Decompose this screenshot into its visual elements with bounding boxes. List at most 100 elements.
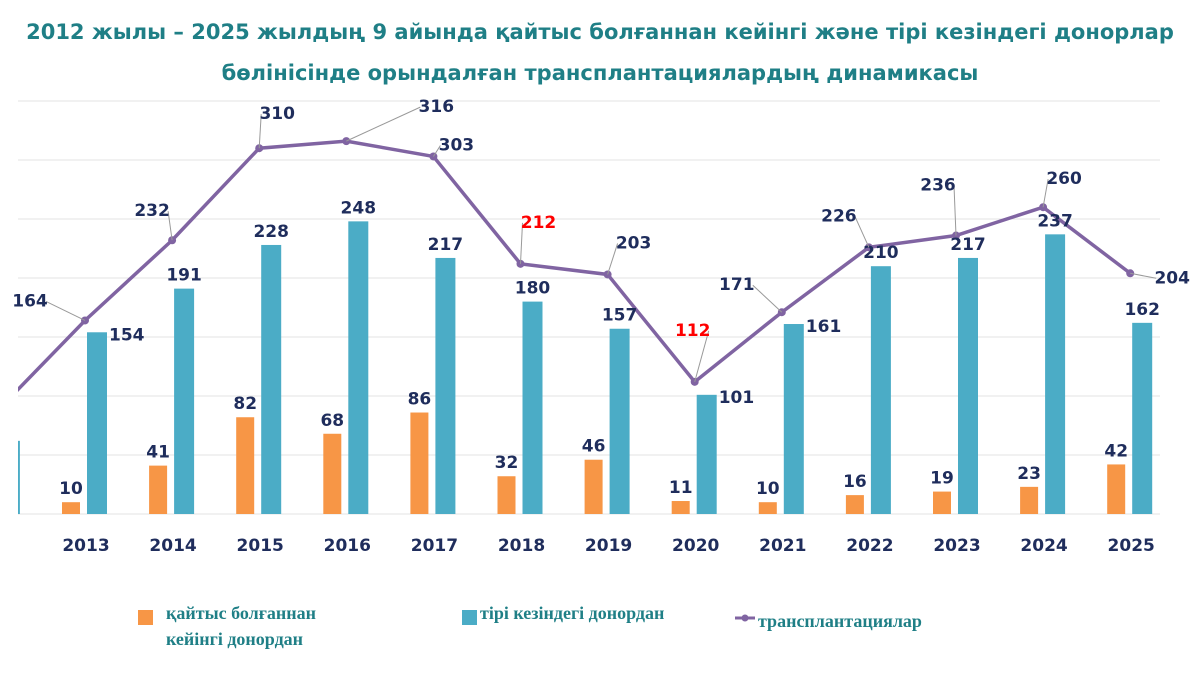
chart-plot: 10 154 2013 41 191 2014 82 228 2015 68 248 2016 86 21…	[12, 97, 1190, 556]
label-deceased: 86	[408, 390, 432, 410]
x-tick-label: 2014	[149, 536, 196, 556]
bar-living	[522, 301, 543, 514]
bar-living-partial	[18, 440, 20, 514]
label-deceased: 32	[495, 453, 519, 473]
label-living: 157	[602, 306, 638, 326]
chart-title-line1: 2012 жылы – 2025 жылдың 9 айында қайтыс …	[26, 20, 1174, 44]
label-transplantations: 226	[821, 206, 857, 226]
label-living: 217	[428, 235, 464, 255]
bar-living	[348, 221, 369, 515]
label-living: 101	[719, 388, 755, 408]
bar-deceased	[410, 412, 429, 514]
chart-title-line2: бөлінісінде орындалған трансплантациялар…	[221, 61, 979, 85]
label-deceased: 46	[582, 437, 606, 457]
x-tick-label: 2015	[237, 536, 284, 556]
x-tick-label: 2017	[411, 536, 458, 556]
x-tick-label: 2013	[62, 536, 109, 556]
x-tick-label: 2018	[498, 536, 545, 556]
bar-living	[1045, 234, 1066, 514]
label-living: 191	[166, 266, 202, 286]
leader-line	[432, 145, 441, 157]
bar-living	[87, 332, 107, 514]
bar-deceased	[933, 491, 951, 514]
label-deceased: 11	[669, 478, 693, 498]
label-transplantations: 212	[521, 213, 557, 233]
label-living: 162	[1124, 300, 1160, 320]
label-transplantations: 310	[259, 104, 295, 124]
label-transplantations: 260	[1046, 169, 1082, 189]
legend-deceased-line1: қайтыс болғаннан	[166, 603, 317, 623]
legend-swatch-deceased	[138, 610, 153, 625]
x-tick-label: 2023	[933, 536, 980, 556]
bar-deceased	[62, 502, 80, 514]
legend-deceased: қайтыс болғаннан кейінгі донордан	[166, 600, 316, 652]
label-deceased: 68	[320, 411, 344, 431]
bar-living	[783, 324, 804, 514]
bar-deceased	[584, 459, 603, 514]
leader-line	[694, 330, 710, 382]
bar-deceased	[1020, 486, 1039, 514]
x-tick-label: 2025	[1108, 536, 1155, 556]
x-tick-label: 2022	[846, 536, 893, 556]
bar-living	[870, 266, 891, 514]
label-transplantations: 236	[920, 176, 956, 196]
legend-deceased-line2: кейінгі донордан	[166, 629, 304, 649]
bar-deceased	[497, 476, 516, 514]
line-transplantations	[18, 139, 1132, 392]
label-deceased: 41	[146, 443, 170, 463]
bar-deceased	[149, 465, 168, 514]
label-transplantations: 203	[616, 233, 652, 253]
label-living: 217	[950, 235, 986, 255]
label-deceased: 10	[59, 479, 83, 499]
label-living: 154	[109, 325, 145, 345]
x-tick-label: 2019	[585, 536, 632, 556]
bar-living	[696, 394, 717, 514]
leader-line	[258, 114, 262, 149]
leader-line	[752, 284, 783, 313]
label-living: 161	[806, 317, 842, 337]
bar-living	[1132, 322, 1153, 514]
leader-line	[1042, 179, 1049, 208]
leader-line	[1130, 272, 1157, 279]
label-deceased: 10	[756, 479, 780, 499]
label-transplantations: 232	[134, 201, 170, 221]
label-transplantations: 316	[419, 97, 455, 117]
leader-line	[953, 185, 957, 236]
x-tick-label: 2020	[672, 536, 719, 556]
legend-total: трансплантациялар	[758, 611, 922, 631]
bar-living	[174, 288, 195, 514]
legend-swatch-living	[462, 610, 477, 625]
bar-living	[958, 257, 978, 514]
label-deceased: 16	[843, 472, 867, 492]
legend-line-icon	[735, 614, 755, 622]
leader-line	[854, 216, 870, 248]
bar-deceased	[323, 433, 342, 514]
bar-living	[261, 244, 282, 514]
label-deceased: 42	[1104, 441, 1128, 461]
label-transplantations: 112	[675, 321, 711, 341]
bar-deceased	[236, 417, 255, 514]
leader-line	[607, 243, 619, 275]
x-tick-label: 2021	[759, 536, 806, 556]
label-living: 228	[253, 222, 289, 242]
leader-line	[346, 106, 421, 142]
legend-living: тірі кезіндегі донордан	[480, 603, 665, 623]
label-living: 248	[341, 198, 377, 218]
label-living: 210	[863, 243, 899, 263]
label-deceased: 82	[233, 394, 257, 414]
bar-deceased	[758, 502, 777, 514]
label-transplantations: 171	[719, 275, 755, 295]
bar-deceased	[845, 495, 864, 514]
leader-line	[45, 301, 86, 321]
bar-deceased	[671, 501, 690, 514]
label-deceased: 23	[1017, 464, 1041, 484]
bar-deceased	[1107, 464, 1126, 514]
label-transplantations: 303	[439, 135, 475, 155]
label-living: 180	[515, 279, 551, 299]
label-transplantations: 164	[12, 291, 48, 311]
leader-line	[520, 222, 523, 264]
bar-living	[609, 328, 630, 514]
leader-line	[167, 211, 173, 241]
bar-living	[435, 257, 456, 514]
label-transplantations: 204	[1154, 268, 1190, 288]
